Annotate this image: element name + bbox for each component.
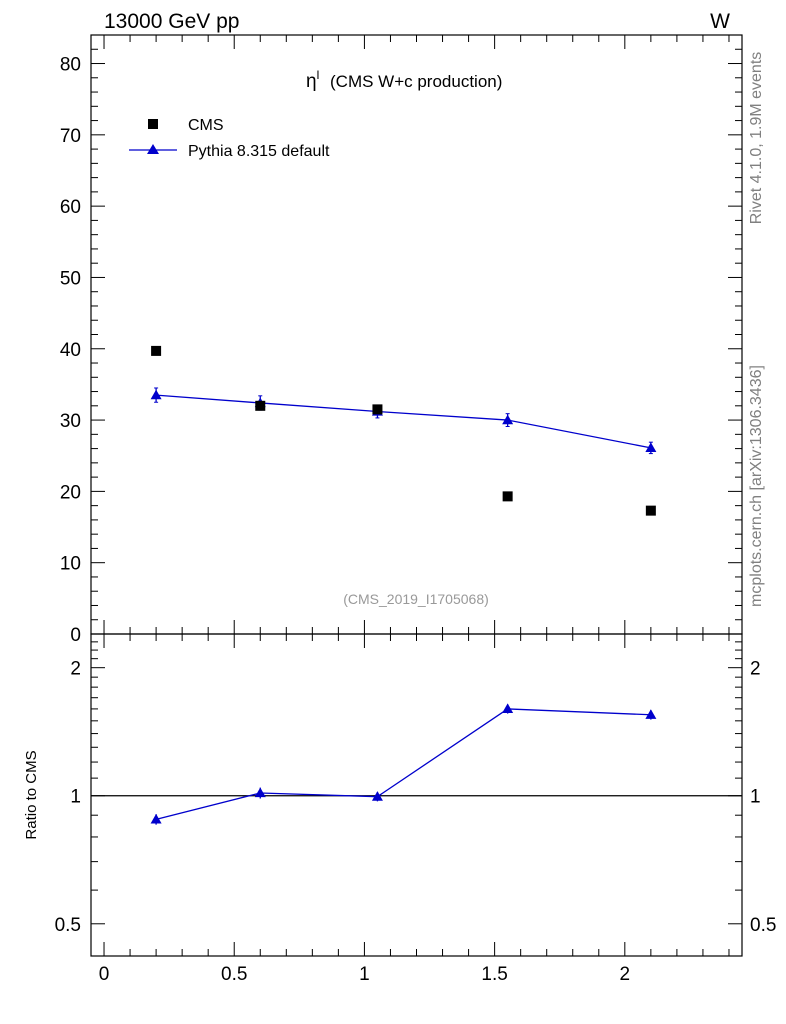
main-axis-ticks: 0 10 20 30 40 50 60 70 80 — [60, 34, 742, 646]
x-tick-label: 0.5 — [221, 964, 247, 985]
x-tick-label: 1 — [359, 964, 370, 985]
main-y-tick-label: 0 — [70, 625, 81, 646]
legend-cms-label: CMS — [188, 117, 224, 134]
ratio-y-tick-label-right: 2 — [750, 659, 761, 680]
ratio-y-tick-label-right: 1 — [750, 787, 761, 808]
cms-point — [502, 491, 513, 502]
main-y-tick-label: 40 — [60, 340, 81, 361]
legend: CMS Pythia 8.315 default — [129, 117, 330, 160]
energy-label: 13000 GeV pp — [104, 10, 239, 33]
ratio-y-tick-label-right: 0.5 — [750, 915, 776, 936]
plot-title-symbol: ηl — [306, 68, 319, 92]
main-y-tick-label: 70 — [60, 126, 81, 147]
process-label: W — [710, 10, 730, 33]
rivet-version-label: Rivet 4.1.0, 1.9M events — [748, 52, 765, 225]
ratio-y-axis-title: Ratio to CMS — [23, 750, 40, 839]
main-data-marks — [150, 345, 657, 516]
ratio-point — [254, 787, 266, 798]
ratio-y-tick-label: 1 — [70, 787, 81, 808]
legend-pythia-label: Pythia 8.315 default — [188, 143, 330, 160]
cms-point — [645, 505, 656, 516]
mcplots-source-label: mcplots.cern.ch [arXiv:1306.3436] — [748, 365, 765, 607]
cms-point — [255, 400, 266, 411]
cms-point — [372, 404, 383, 415]
pythia-point — [502, 414, 514, 425]
x-tick-label: 1.5 — [481, 964, 507, 985]
x-tick-label: 0 — [99, 964, 110, 985]
ratio-point — [645, 709, 657, 719]
plot-title: (CMS W+c production) — [330, 72, 502, 91]
legend-cms-marker — [148, 119, 158, 129]
main-y-tick-label: 50 — [60, 268, 81, 289]
ratio-data-marks — [150, 703, 657, 825]
main-y-tick-label: 10 — [60, 554, 81, 575]
ratio-point — [502, 703, 514, 714]
ratio-y-tick-label: 2 — [70, 659, 81, 680]
pythia-point — [150, 389, 162, 400]
ratio-point — [150, 813, 162, 824]
x-tick-label: 2 — [620, 964, 631, 985]
main-y-tick-label: 80 — [60, 55, 81, 76]
ratio-point — [371, 791, 383, 801]
cms-point — [151, 345, 162, 356]
analysis-id-label: (CMS_2019_I1705068) — [343, 591, 489, 607]
ratio-y-tick-label: 0.5 — [55, 915, 81, 936]
main-y-tick-label: 20 — [60, 482, 81, 503]
ratio-line — [155, 708, 651, 820]
main-y-tick-label: 60 — [60, 197, 81, 218]
main-y-tick-label: 30 — [60, 411, 81, 432]
legend-pythia-marker — [147, 144, 159, 154]
pythia-line — [156, 394, 651, 449]
ratio-plot-frame — [90, 633, 743, 957]
pythia-point — [645, 442, 657, 453]
ratio-axis-ticks: 0 0.5 1 1.5 2 0.5 0.5 1 1 2 2 — [55, 634, 776, 985]
